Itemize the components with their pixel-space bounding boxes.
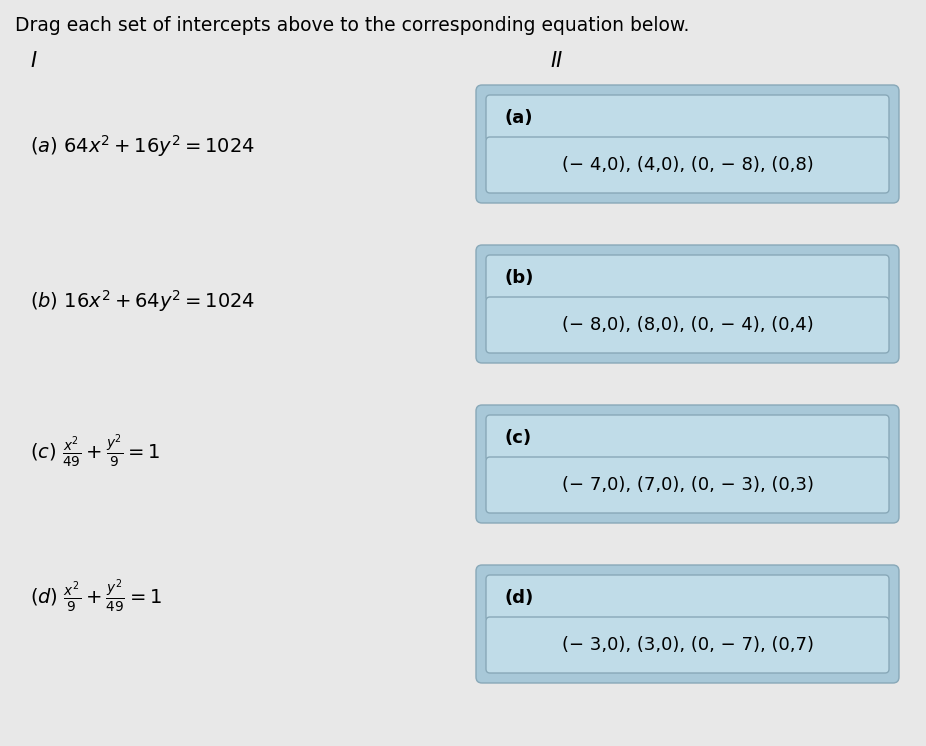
FancyBboxPatch shape [486,95,889,141]
FancyBboxPatch shape [486,457,889,513]
Text: (b): (b) [504,269,533,287]
Text: (− 4,0), (4,0), (0, − 8), (0,8): (− 4,0), (4,0), (0, − 8), (0,8) [562,156,813,174]
Text: (− 3,0), (3,0), (0, − 7), (0,7): (− 3,0), (3,0), (0, − 7), (0,7) [561,636,814,654]
Text: I: I [30,51,36,71]
FancyBboxPatch shape [486,415,889,461]
Text: $(d)\ \frac{x^2}{9} + \frac{y^2}{49} = 1$: $(d)\ \frac{x^2}{9} + \frac{y^2}{49} = 1… [30,577,162,615]
Text: (d): (d) [504,589,533,607]
Text: $(a)\ 64x^2 + 16y^2 = 1024$: $(a)\ 64x^2 + 16y^2 = 1024$ [30,133,255,159]
FancyBboxPatch shape [486,137,889,193]
FancyBboxPatch shape [476,245,899,363]
FancyBboxPatch shape [486,255,889,301]
Text: II: II [550,51,562,71]
FancyBboxPatch shape [476,405,899,523]
Text: Drag each set of intercepts above to the corresponding equation below.: Drag each set of intercepts above to the… [15,16,689,35]
Text: (− 7,0), (7,0), (0, − 3), (0,3): (− 7,0), (7,0), (0, − 3), (0,3) [561,476,814,494]
Text: $(c)\ \frac{x^2}{49} + \frac{y^2}{9} = 1$: $(c)\ \frac{x^2}{49} + \frac{y^2}{9} = 1… [30,433,160,469]
FancyBboxPatch shape [486,297,889,353]
FancyBboxPatch shape [486,617,889,673]
FancyBboxPatch shape [486,575,889,621]
Text: (a): (a) [504,109,532,127]
Text: (c): (c) [504,429,532,447]
Text: $(b)\ 16x^2 + 64y^2 = 1024$: $(b)\ 16x^2 + 64y^2 = 1024$ [30,288,256,314]
Text: (− 8,0), (8,0), (0, − 4), (0,4): (− 8,0), (8,0), (0, − 4), (0,4) [562,316,813,334]
FancyBboxPatch shape [476,85,899,203]
FancyBboxPatch shape [476,565,899,683]
